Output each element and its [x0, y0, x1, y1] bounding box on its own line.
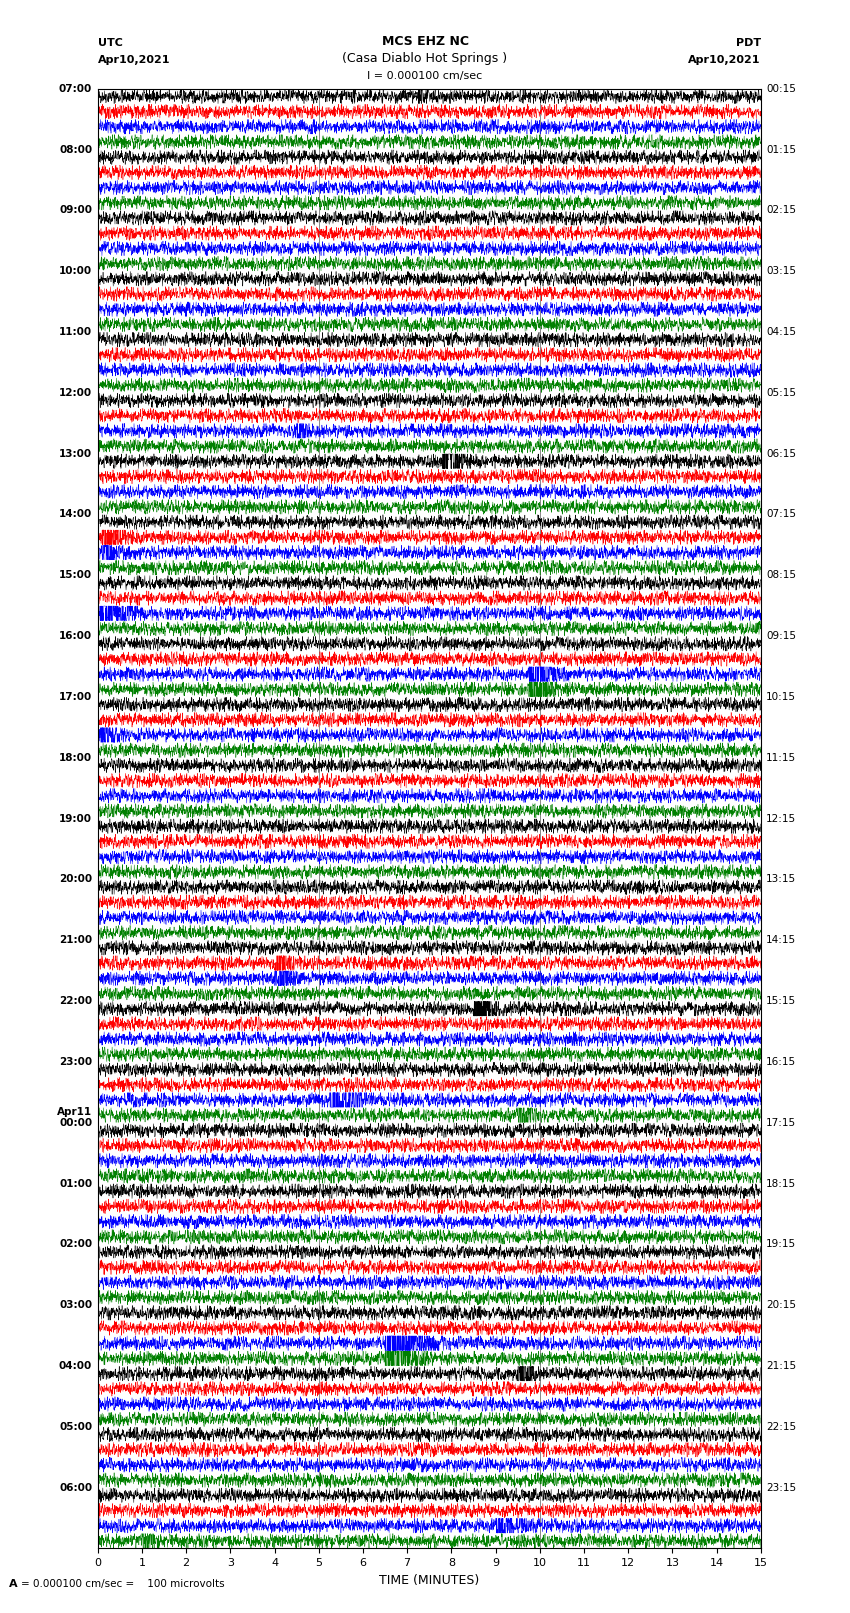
- X-axis label: TIME (MINUTES): TIME (MINUTES): [379, 1574, 479, 1587]
- Text: 23:00: 23:00: [59, 1057, 92, 1066]
- Text: 08:15: 08:15: [767, 571, 796, 581]
- Text: 19:15: 19:15: [767, 1239, 796, 1250]
- Text: I = 0.000100 cm/sec: I = 0.000100 cm/sec: [367, 71, 483, 81]
- Text: PDT: PDT: [735, 39, 761, 48]
- Text: 16:00: 16:00: [59, 631, 92, 640]
- Text: 02:15: 02:15: [767, 205, 796, 216]
- Text: 03:15: 03:15: [767, 266, 796, 276]
- Text: (Casa Diablo Hot Springs ): (Casa Diablo Hot Springs ): [343, 52, 507, 65]
- Text: 00:15: 00:15: [767, 84, 796, 94]
- Text: 20:00: 20:00: [59, 874, 92, 884]
- Text: 07:15: 07:15: [767, 510, 796, 519]
- Text: 06:15: 06:15: [767, 448, 796, 458]
- Text: Apr10,2021: Apr10,2021: [98, 55, 170, 65]
- Text: 14:00: 14:00: [59, 510, 92, 519]
- Text: UTC: UTC: [98, 39, 122, 48]
- Text: Apr11: Apr11: [57, 1107, 92, 1116]
- Text: 04:00: 04:00: [59, 1361, 92, 1371]
- Text: 21:00: 21:00: [59, 936, 92, 945]
- Text: 05:15: 05:15: [767, 387, 796, 398]
- Text: 10:00: 10:00: [59, 266, 92, 276]
- Text: 01:00: 01:00: [59, 1179, 92, 1189]
- Text: 23:15: 23:15: [767, 1482, 796, 1492]
- Text: 00:00: 00:00: [59, 1118, 92, 1127]
- Text: 18:15: 18:15: [767, 1179, 796, 1189]
- Text: 09:00: 09:00: [60, 205, 92, 216]
- Text: 12:00: 12:00: [59, 387, 92, 398]
- Text: 11:00: 11:00: [59, 327, 92, 337]
- Text: 15:15: 15:15: [767, 997, 796, 1007]
- Text: 14:15: 14:15: [767, 936, 796, 945]
- Text: 13:00: 13:00: [59, 448, 92, 458]
- Text: 02:00: 02:00: [59, 1239, 92, 1250]
- Text: 07:00: 07:00: [59, 84, 92, 94]
- Text: 18:00: 18:00: [59, 753, 92, 763]
- Text: 20:15: 20:15: [767, 1300, 796, 1310]
- Text: 03:00: 03:00: [59, 1300, 92, 1310]
- Text: = 0.000100 cm/sec =    100 microvolts: = 0.000100 cm/sec = 100 microvolts: [21, 1579, 225, 1589]
- Text: 04:15: 04:15: [767, 327, 796, 337]
- Text: 22:15: 22:15: [767, 1421, 796, 1432]
- Text: 05:00: 05:00: [59, 1421, 92, 1432]
- Text: 13:15: 13:15: [767, 874, 796, 884]
- Text: 21:15: 21:15: [767, 1361, 796, 1371]
- Text: 10:15: 10:15: [767, 692, 796, 702]
- Text: 11:15: 11:15: [767, 753, 796, 763]
- Text: 17:00: 17:00: [59, 692, 92, 702]
- Text: 09:15: 09:15: [767, 631, 796, 640]
- Text: A: A: [8, 1579, 17, 1589]
- Text: 17:15: 17:15: [767, 1118, 796, 1127]
- Text: Apr10,2021: Apr10,2021: [688, 55, 761, 65]
- Text: 08:00: 08:00: [59, 145, 92, 155]
- Text: 01:15: 01:15: [767, 145, 796, 155]
- Text: 16:15: 16:15: [767, 1057, 796, 1066]
- Text: 12:15: 12:15: [767, 813, 796, 824]
- Text: 22:00: 22:00: [59, 997, 92, 1007]
- Text: 06:00: 06:00: [59, 1482, 92, 1492]
- Text: 19:00: 19:00: [60, 813, 92, 824]
- Text: MCS EHZ NC: MCS EHZ NC: [382, 35, 468, 48]
- Text: 15:00: 15:00: [59, 571, 92, 581]
